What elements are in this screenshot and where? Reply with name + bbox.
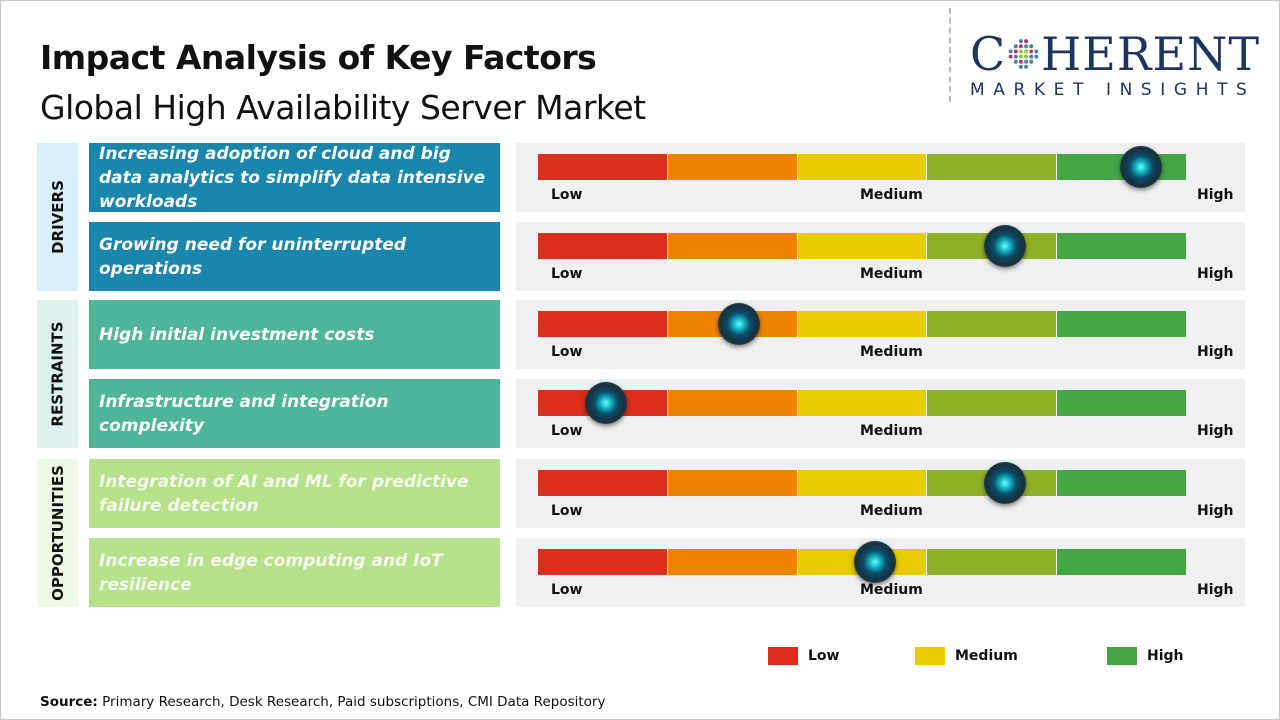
scale-low-label: Low [551, 187, 583, 203]
impact-bar [538, 233, 1186, 259]
scale-medium-label: Medium [860, 423, 923, 439]
impact-segment [667, 154, 798, 180]
source-text: Primary Research, Desk Research, Paid su… [97, 694, 606, 710]
factor-box: Increase in edge computing and IoT resil… [89, 538, 500, 607]
impact-segment [667, 233, 798, 259]
impact-scale: Low Medium High [516, 143, 1245, 212]
impact-segment [1057, 390, 1186, 416]
impact-segment [667, 549, 798, 575]
impact-segment [927, 390, 1058, 416]
factor-box: High initial investment costs [89, 300, 500, 369]
scale-high-label: High [1197, 344, 1234, 360]
impact-segment [538, 154, 668, 180]
page-subtitle: Global High Availability Server Market [40, 88, 646, 127]
impact-segment [667, 390, 798, 416]
scale-medium-label: Medium [860, 187, 923, 203]
logo: C HERENT MARKET INSIGHTS [970, 30, 1260, 100]
scale-low-label: Low [551, 266, 583, 282]
factor-box: Integration of AI and ML for predictive … [89, 459, 500, 528]
impact-scale: Low Medium High [516, 538, 1245, 607]
impact-segment [667, 470, 798, 496]
scale-medium-label: Medium [860, 344, 923, 360]
impact-bar [538, 390, 1186, 416]
impact-segment [538, 470, 668, 496]
impact-segment [797, 233, 928, 259]
impact-segment [927, 311, 1058, 337]
legend-item: Low [768, 647, 839, 665]
impact-segment [1057, 470, 1186, 496]
group-label-opportunities: OPPORTUNITIES [37, 459, 78, 607]
impact-segment [797, 390, 928, 416]
impact-marker-icon [983, 225, 1026, 267]
legend-swatch [768, 647, 798, 665]
factor-box: Growing need for uninterrupted operation… [89, 222, 500, 291]
scale-low-label: Low [551, 503, 583, 519]
legend-label: Low [808, 648, 840, 664]
scale-medium-label: Medium [860, 582, 923, 598]
legend-item: Medium [915, 647, 1018, 665]
impact-segment [1057, 311, 1186, 337]
impact-segment [538, 233, 668, 259]
group-label-drivers: DRIVERS [37, 143, 78, 291]
scale-low-label: Low [551, 582, 583, 598]
scale-high-label: High [1197, 503, 1234, 519]
impact-segment [797, 154, 928, 180]
factor-text: Infrastructure and integration complexit… [99, 391, 389, 436]
group-label-text: OPPORTUNITIES [48, 465, 67, 601]
impact-segment [1057, 233, 1186, 259]
impact-segment [1057, 549, 1186, 575]
legend-swatch [1107, 647, 1137, 665]
logo-subtext: MARKET INSIGHTS [970, 80, 1256, 100]
page-title: Impact Analysis of Key Factors [40, 38, 597, 77]
impact-marker-icon [983, 462, 1026, 504]
scale-medium-label: Medium [860, 266, 923, 282]
group-label-text: RESTRAINTS [48, 321, 67, 427]
legend-swatch [915, 647, 945, 665]
factor-box: Increasing adoption of cloud and big dat… [89, 143, 500, 212]
impact-segment [797, 470, 928, 496]
scale-high-label: High [1197, 423, 1234, 439]
impact-bar [538, 470, 1186, 496]
scale-low-label: Low [551, 423, 583, 439]
impact-segment [927, 154, 1058, 180]
legend-label: High [1147, 648, 1184, 664]
legend-label: Medium [955, 648, 1018, 664]
impact-scale: Low Medium High [516, 459, 1245, 528]
factor-text: Increasing adoption of cloud and big dat… [99, 143, 486, 212]
divider [949, 8, 951, 102]
scale-high-label: High [1197, 187, 1234, 203]
impact-scale: Low Medium High [516, 379, 1245, 448]
impact-marker-icon [853, 541, 896, 583]
source-note: Source: Primary Research, Desk Research,… [40, 694, 605, 710]
impact-bar [538, 311, 1186, 337]
impact-segment [927, 549, 1058, 575]
scale-medium-label: Medium [860, 503, 923, 519]
factor-box: Infrastructure and integration complexit… [89, 379, 500, 448]
impact-scale: Low Medium High [516, 300, 1245, 369]
scale-high-label: High [1197, 582, 1234, 598]
impact-segment [797, 311, 928, 337]
impact-segment [538, 311, 668, 337]
impact-scale: Low Medium High [516, 222, 1245, 291]
logo-text-herent: HERENT [1041, 27, 1260, 81]
impact-segment [538, 549, 668, 575]
impact-bar [538, 154, 1186, 180]
factor-text: High initial investment costs [99, 324, 375, 345]
factor-text: Growing need for uninterrupted operation… [99, 234, 407, 279]
source-label: Source: [40, 694, 98, 710]
impact-marker-icon [585, 382, 628, 424]
factor-text: Increase in edge computing and IoT resil… [99, 550, 443, 595]
globe-icon [1008, 39, 1039, 69]
scale-low-label: Low [551, 344, 583, 360]
group-label-text: DRIVERS [48, 180, 67, 254]
factor-text: Integration of AI and ML for predictive … [99, 471, 469, 516]
impact-marker-icon [717, 303, 760, 345]
impact-marker-icon [1119, 146, 1162, 188]
logo-text-c: C [970, 27, 1007, 81]
legend-item: High [1107, 647, 1184, 665]
group-label-restraints: RESTRAINTS [37, 300, 78, 448]
scale-high-label: High [1197, 266, 1234, 282]
